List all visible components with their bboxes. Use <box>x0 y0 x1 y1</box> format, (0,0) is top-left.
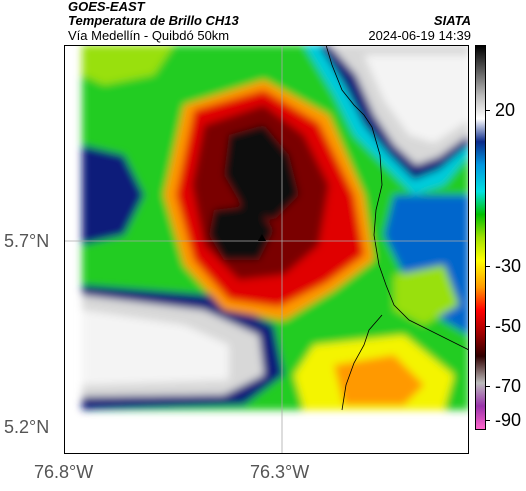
agency-name: SIATA <box>433 13 471 28</box>
colorbar-tickmark <box>486 110 490 111</box>
cell-core-south <box>209 205 274 260</box>
product-title: Temperatura de Brillo CH13 <box>68 13 239 28</box>
cell-core-north <box>224 125 299 220</box>
colorbar-tickmark <box>486 326 490 327</box>
timestamp: 2024-06-19 14:39 <box>368 28 471 43</box>
colorbar <box>475 45 486 430</box>
region-subtitle: Vía Medellín - Quibdó 50km <box>68 28 230 43</box>
temperature-field <box>82 45 469 410</box>
colorbar-tick-minus70: -70 <box>495 376 522 396</box>
colorbar-tick-minus50: -50 <box>495 316 522 336</box>
colorbar-tick-minus90: -90 <box>495 410 522 430</box>
boundary-lines <box>325 45 469 411</box>
brightness-temperature-map[interactable] <box>64 45 469 454</box>
colorbar-tick-20: 20 <box>495 100 516 120</box>
department-border <box>325 45 469 351</box>
gridlines <box>64 45 469 454</box>
lime-patch-e <box>394 265 459 325</box>
map-canvas <box>64 45 469 454</box>
lon-label-76-3w: 76.3°W <box>250 462 310 482</box>
municipal-border <box>341 314 383 411</box>
lime-nw <box>82 45 174 85</box>
blue-band-west <box>82 145 144 245</box>
clear-sky-ne-core <box>364 55 469 143</box>
colorbar-tick-minus30: -30 <box>495 256 522 276</box>
clear-sky-sw-core <box>82 310 229 385</box>
satellite-name: GOES-EAST <box>68 0 145 14</box>
lat-label-5-7n: 5.7°N <box>4 231 50 251</box>
colorbar-tickmark <box>486 420 490 421</box>
lon-label-76-8w: 76.8°W <box>34 462 94 482</box>
warm-core-se <box>334 355 424 405</box>
location-marker-icon[interactable] <box>258 234 266 241</box>
lat-label-5-2n: 5.2°N <box>4 417 50 437</box>
colorbar-tickmark <box>486 386 490 387</box>
colorbar-tickmark <box>486 266 490 267</box>
